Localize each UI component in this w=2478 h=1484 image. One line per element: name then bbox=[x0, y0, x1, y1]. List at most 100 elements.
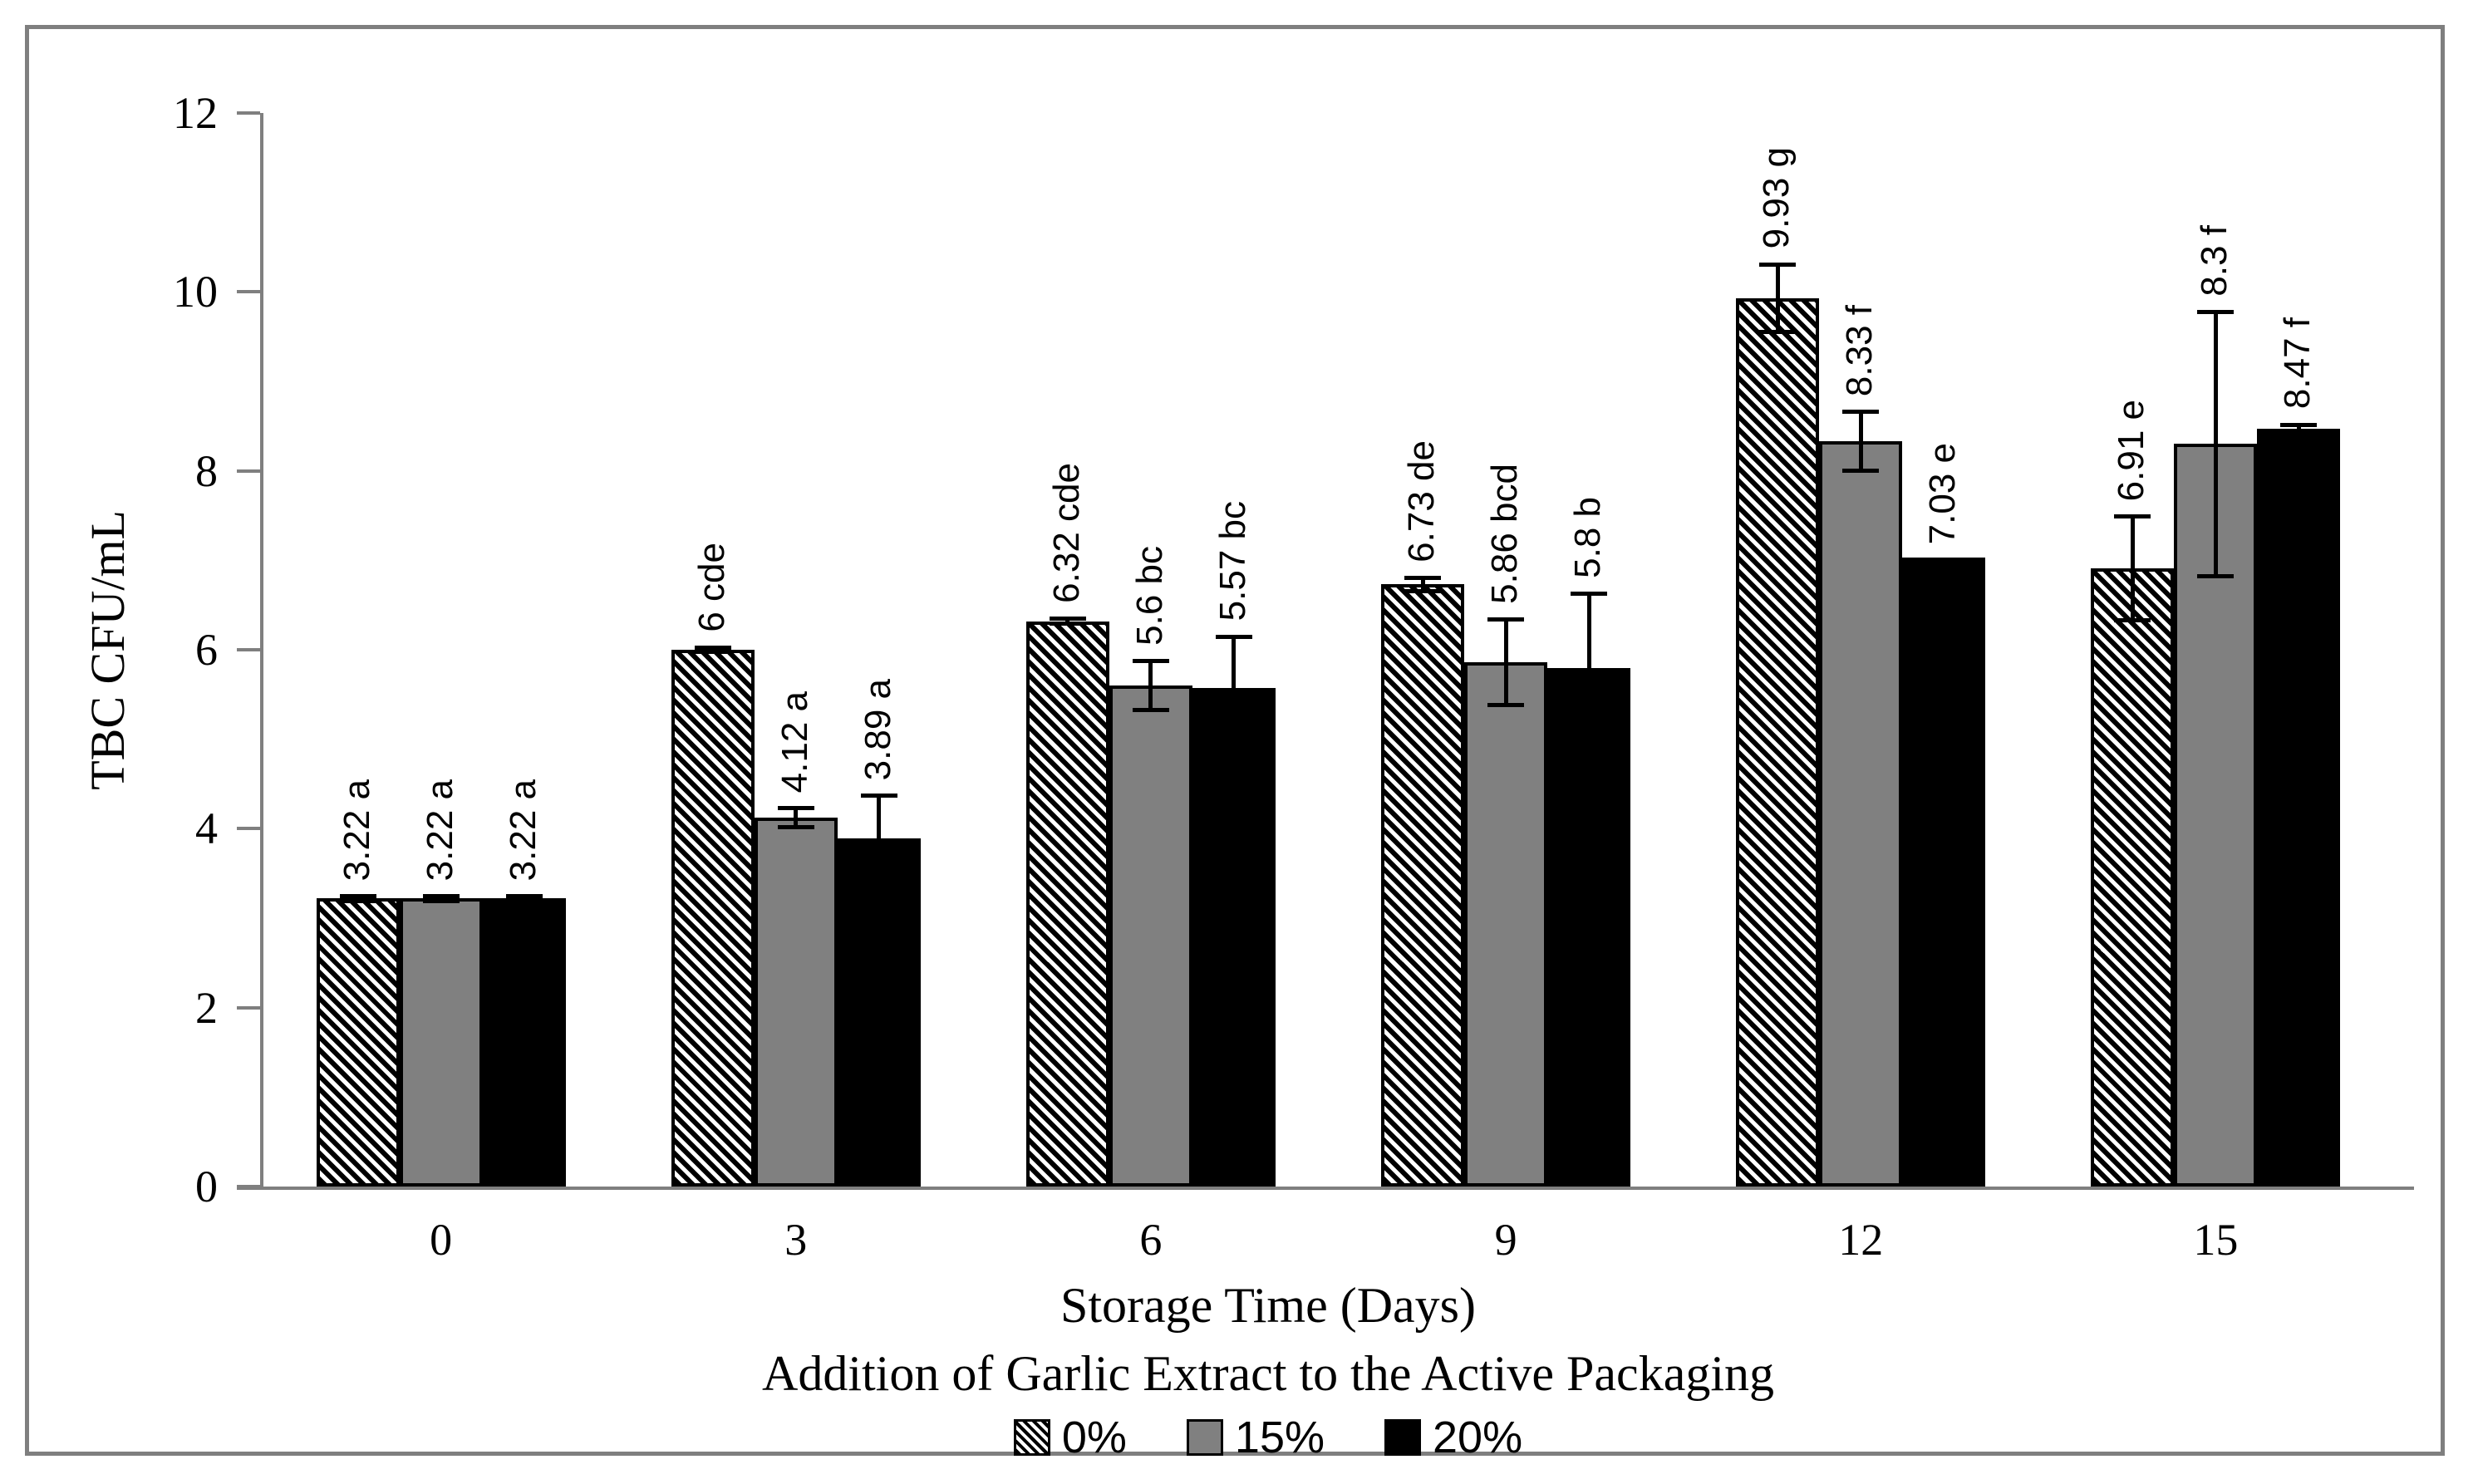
plot-area: 0 2 4 6 8 10 12 0 3.22 a 3.22 a 3.22 a 3 6 cde 4.12 a… bbox=[173, 88, 2414, 1265]
bar-0%-day3 bbox=[671, 650, 755, 1187]
data-label-0%-day12: 9.93 g bbox=[1756, 147, 1797, 248]
error-bar-20%-day9 bbox=[1571, 592, 1608, 744]
y-tick-label: 8 bbox=[195, 445, 218, 496]
bar-15%-day3 bbox=[754, 818, 838, 1187]
legend-item-0%: 0% bbox=[1013, 1412, 1127, 1463]
error-bar-0%-day3 bbox=[694, 645, 731, 655]
x-tick-label: 6 bbox=[1139, 1215, 1163, 1265]
data-label-text: 3.22 a bbox=[502, 779, 543, 881]
data-label-15%-day0: 3.22 a bbox=[420, 779, 461, 881]
error-bar-20%-day15 bbox=[2280, 422, 2318, 435]
bar-15%-day12 bbox=[1819, 441, 1903, 1187]
legend-label: 15% bbox=[1234, 1413, 1325, 1462]
error-bar-0%-day6 bbox=[1049, 617, 1086, 626]
data-label-text: 4.12 a bbox=[774, 691, 815, 794]
bar-15%-day0 bbox=[399, 898, 483, 1187]
data-label-text: 6.73 de bbox=[1401, 440, 1443, 563]
y-tick bbox=[237, 648, 260, 651]
legend-swatch-0% bbox=[1013, 1419, 1050, 1456]
data-label-20%-day3: 3.89 a bbox=[858, 679, 899, 780]
legend-swatch-20% bbox=[1384, 1419, 1422, 1456]
y-tick-label: 10 bbox=[173, 267, 218, 317]
y-tick bbox=[237, 1185, 260, 1188]
x-tick-label: 9 bbox=[1494, 1215, 1517, 1265]
error-bar-15%-day9 bbox=[1487, 617, 1525, 707]
legend: 0% 15% 20% bbox=[58, 1412, 2478, 1463]
bar-20%-day3 bbox=[837, 838, 921, 1187]
legend-label: 0% bbox=[1061, 1413, 1127, 1462]
data-label-15%-day12: 8.33 f bbox=[1839, 305, 1881, 396]
data-label-text: 6.32 cde bbox=[1045, 463, 1087, 604]
y-tick bbox=[237, 290, 260, 294]
data-label-15%-day9: 5.86 bcd bbox=[1484, 464, 1526, 604]
data-label-text: 3.22 a bbox=[419, 779, 460, 881]
error-bar-15%-day15 bbox=[2197, 309, 2235, 578]
bar-15%-day9 bbox=[1464, 662, 1548, 1187]
data-label-text: 8.47 f bbox=[2277, 317, 2318, 410]
data-label-0%-day9: 6.73 de bbox=[1401, 440, 1443, 563]
y-tick-label: 0 bbox=[195, 1162, 218, 1211]
error-bar-20%-day3 bbox=[860, 794, 897, 884]
y-tick bbox=[237, 111, 260, 115]
bar-0%-day9 bbox=[1381, 584, 1465, 1187]
x-tick-label: 12 bbox=[1838, 1215, 1884, 1265]
error-bar-20%-day0 bbox=[505, 893, 543, 903]
y-tick-label: 4 bbox=[195, 803, 218, 854]
bar-20%-day0 bbox=[482, 898, 566, 1187]
data-label-0%-day3: 6 cde bbox=[691, 543, 733, 632]
data-label-text: 6 cde bbox=[691, 542, 732, 632]
data-label-15%-day15: 8.3 f bbox=[2194, 225, 2235, 297]
x-tick-label: 15 bbox=[2193, 1215, 2239, 1265]
error-bar-15%-day3 bbox=[777, 806, 814, 830]
data-label-text: 6.91 e bbox=[2111, 400, 2152, 502]
data-label-20%-day15: 8.47 f bbox=[2277, 317, 2318, 409]
legend-label: 20% bbox=[1433, 1413, 1523, 1462]
y-tick bbox=[237, 1005, 260, 1010]
x-tick-label: 3 bbox=[784, 1215, 808, 1265]
data-label-20%-day0: 3.22 a bbox=[503, 779, 544, 881]
legend-item-20%: 20% bbox=[1384, 1412, 1522, 1463]
y-tick bbox=[237, 469, 260, 473]
y-axis-line bbox=[260, 113, 263, 1190]
data-label-text: 5.57 bc bbox=[1212, 501, 1253, 622]
legend-swatch-15% bbox=[1186, 1419, 1223, 1456]
x-axis-line bbox=[237, 1187, 2414, 1190]
data-label-20%-day9: 5.8 b bbox=[1567, 497, 1609, 578]
data-label-20%-day6: 5.57 bc bbox=[1212, 501, 1254, 621]
error-bar-0%-day12 bbox=[1759, 262, 1797, 334]
data-label-15%-day6: 5.6 bc bbox=[1129, 546, 1171, 646]
y-tick-label: 6 bbox=[195, 625, 218, 675]
x-axis-title-line2: Addition of Garlic Extract to the Active… bbox=[762, 1346, 1774, 1401]
data-label-0%-day6: 6.32 cde bbox=[1046, 463, 1088, 603]
y-tick-label: 12 bbox=[173, 88, 218, 138]
error-bar-15%-day0 bbox=[422, 893, 460, 903]
error-bar-0%-day15 bbox=[2114, 514, 2151, 622]
error-bar-0%-day9 bbox=[1404, 575, 1442, 594]
data-label-text: 5.86 bcd bbox=[1484, 464, 1526, 605]
error-bar-20%-day6 bbox=[1215, 634, 1252, 742]
data-label-20%-day12: 7.03 e bbox=[1922, 443, 1964, 544]
bar-20%-day6 bbox=[1192, 688, 1276, 1187]
error-bar-0%-day0 bbox=[339, 893, 376, 903]
bar-0%-day15 bbox=[2091, 568, 2175, 1187]
data-label-text: 5.6 bc bbox=[1128, 545, 1170, 646]
bar-20%-day15 bbox=[2257, 429, 2341, 1187]
x-tick-label: 0 bbox=[430, 1215, 453, 1265]
x-axis-title-line1: Storage Time (Days) bbox=[1060, 1278, 1476, 1333]
y-tick bbox=[237, 827, 260, 831]
data-label-text: 9.93 g bbox=[1756, 147, 1797, 249]
data-label-text: 7.03 e bbox=[1922, 442, 1964, 545]
legend-item-15%: 15% bbox=[1186, 1412, 1325, 1463]
bar-15%-day6 bbox=[1109, 685, 1192, 1187]
data-label-text: 3.22 a bbox=[336, 779, 377, 881]
bar-20%-day9 bbox=[1547, 667, 1631, 1187]
data-label-text: 8.33 f bbox=[1839, 305, 1881, 397]
bar-20%-day12 bbox=[1902, 558, 1986, 1187]
error-bar-15%-day12 bbox=[1842, 410, 1880, 473]
bar-0%-day12 bbox=[1736, 297, 1820, 1187]
data-label-0%-day15: 6.91 e bbox=[2111, 400, 2152, 501]
error-bar-15%-day6 bbox=[1132, 658, 1169, 713]
data-label-15%-day3: 4.12 a bbox=[774, 691, 816, 793]
